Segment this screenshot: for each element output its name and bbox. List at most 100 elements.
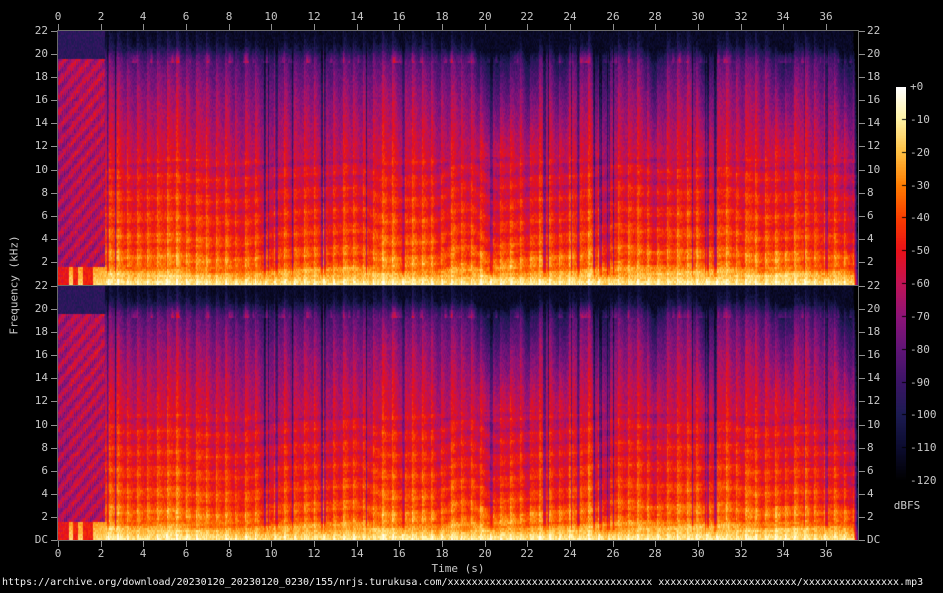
- colorbar: [896, 87, 906, 481]
- freq-tick-label: 12: [867, 394, 881, 407]
- freq-tick-label: 2: [867, 255, 874, 268]
- freq-tick-label: 2: [867, 510, 874, 523]
- freq-tick-label: 20: [867, 302, 881, 315]
- freq-axis-tick: [51, 262, 57, 263]
- freq-tick-label: 20: [34, 302, 48, 315]
- freq-axis-tick: [859, 100, 865, 101]
- freq-axis-tick: [51, 332, 57, 333]
- time-axis-tick: [186, 24, 187, 30]
- freq-tick-label: 22: [867, 24, 881, 37]
- freq-axis-tick: [859, 378, 865, 379]
- freq-axis-tick: [859, 355, 865, 356]
- time-tick-label: 32: [734, 10, 748, 23]
- freq-axis-tick: [51, 494, 57, 495]
- freq-axis-tick: [51, 448, 57, 449]
- time-axis-tick: [655, 24, 656, 30]
- freq-axis-tick: [859, 332, 865, 333]
- time-axis-tick: [143, 24, 144, 30]
- time-tick-label: 36: [819, 10, 833, 23]
- freq-tick-label: 2: [41, 255, 48, 268]
- freq-axis-tick: [859, 262, 865, 263]
- freq-tick-label: 16: [34, 348, 48, 361]
- time-tick-label: 34: [776, 547, 790, 560]
- freq-axis-tick: [859, 517, 865, 518]
- freq-axis-tick: [51, 77, 57, 78]
- freq-tick-label: 4: [41, 487, 48, 500]
- freq-axis-tick: [51, 31, 57, 32]
- freq-tick-label: 10: [867, 418, 881, 431]
- freq-tick-label: 14: [34, 116, 48, 129]
- freq-tick-label: 10: [34, 163, 48, 176]
- time-axis-tick: [698, 541, 699, 547]
- freq-axis-tick: [859, 170, 865, 171]
- freq-tick-label: 18: [867, 70, 881, 83]
- db-tick-label: -70: [910, 310, 930, 323]
- time-tick-label: 26: [606, 10, 620, 23]
- time-axis-tick: [655, 541, 656, 547]
- freq-tick-label: 14: [867, 371, 881, 384]
- time-tick-label: 2: [97, 10, 105, 23]
- freq-tick-label: 6: [867, 209, 874, 222]
- freq-axis-tick: [51, 517, 57, 518]
- freq-tick-label: DC: [34, 533, 48, 546]
- freq-tick-label: 8: [867, 441, 874, 454]
- freq-axis-tick: [859, 54, 865, 55]
- freq-tick-label: 18: [34, 70, 48, 83]
- time-axis-tick: [58, 541, 59, 547]
- freq-axis-tick: [51, 54, 57, 55]
- time-tick-label: 14: [350, 10, 364, 23]
- time-tick-label: 16: [392, 547, 406, 560]
- db-tick-label: -30: [910, 179, 930, 192]
- time-axis-tick: [101, 24, 102, 30]
- time-tick-label: 30: [691, 10, 705, 23]
- freq-tick-label: 14: [34, 371, 48, 384]
- freq-tick-label: 6: [41, 464, 48, 477]
- time-axis-tick: [698, 24, 699, 30]
- freq-axis-tick: [51, 123, 57, 124]
- db-tick-label: -40: [910, 211, 930, 224]
- spectrogram-channel-2: [57, 285, 859, 541]
- freq-axis-tick: [51, 170, 57, 171]
- time-tick-label: 6: [182, 547, 190, 560]
- time-axis-tick: [271, 24, 272, 30]
- time-tick-label: 32: [734, 547, 748, 560]
- freq-axis-tick: [859, 216, 865, 217]
- time-axis-tick: [613, 24, 614, 30]
- freq-axis-tick: [859, 471, 865, 472]
- time-axis-tick: [527, 541, 528, 547]
- freq-tick-label: 16: [867, 93, 881, 106]
- freq-axis-tick: [51, 309, 57, 310]
- time-axis-tick: [783, 541, 784, 547]
- time-axis-tick: [485, 24, 486, 30]
- freq-tick-label: 8: [867, 186, 874, 199]
- time-tick-label: 20: [478, 10, 492, 23]
- freq-tick-label: 22: [34, 279, 48, 292]
- freq-axis-tick: [859, 448, 865, 449]
- time-tick-label: 12: [307, 547, 321, 560]
- colorbar-unit-label: dBFS: [893, 499, 921, 512]
- time-tick-label: 12: [307, 10, 321, 23]
- time-axis-tick: [314, 24, 315, 30]
- time-axis-tick: [442, 24, 443, 30]
- freq-axis-tick: [51, 401, 57, 402]
- time-axis-tick: [741, 541, 742, 547]
- freq-tick-label: 16: [867, 348, 881, 361]
- freq-axis-tick: [859, 123, 865, 124]
- time-axis-tick: [229, 541, 230, 547]
- freq-axis-tick: [51, 216, 57, 217]
- time-axis-tick: [485, 541, 486, 547]
- freq-tick-label: 18: [867, 325, 881, 338]
- time-tick-label: 34: [776, 10, 790, 23]
- freq-axis-tick: [859, 401, 865, 402]
- time-axis-tick: [741, 24, 742, 30]
- freq-axis-tick: [859, 425, 865, 426]
- time-tick-label: 10: [264, 10, 278, 23]
- freq-tick-label: 20: [867, 47, 881, 60]
- time-axis-tick: [314, 541, 315, 547]
- time-tick-label: 20: [478, 547, 492, 560]
- freq-tick-label: 22: [34, 24, 48, 37]
- freq-axis-tick: [859, 31, 865, 32]
- time-tick-label: 28: [648, 547, 662, 560]
- freq-tick-label: 16: [34, 93, 48, 106]
